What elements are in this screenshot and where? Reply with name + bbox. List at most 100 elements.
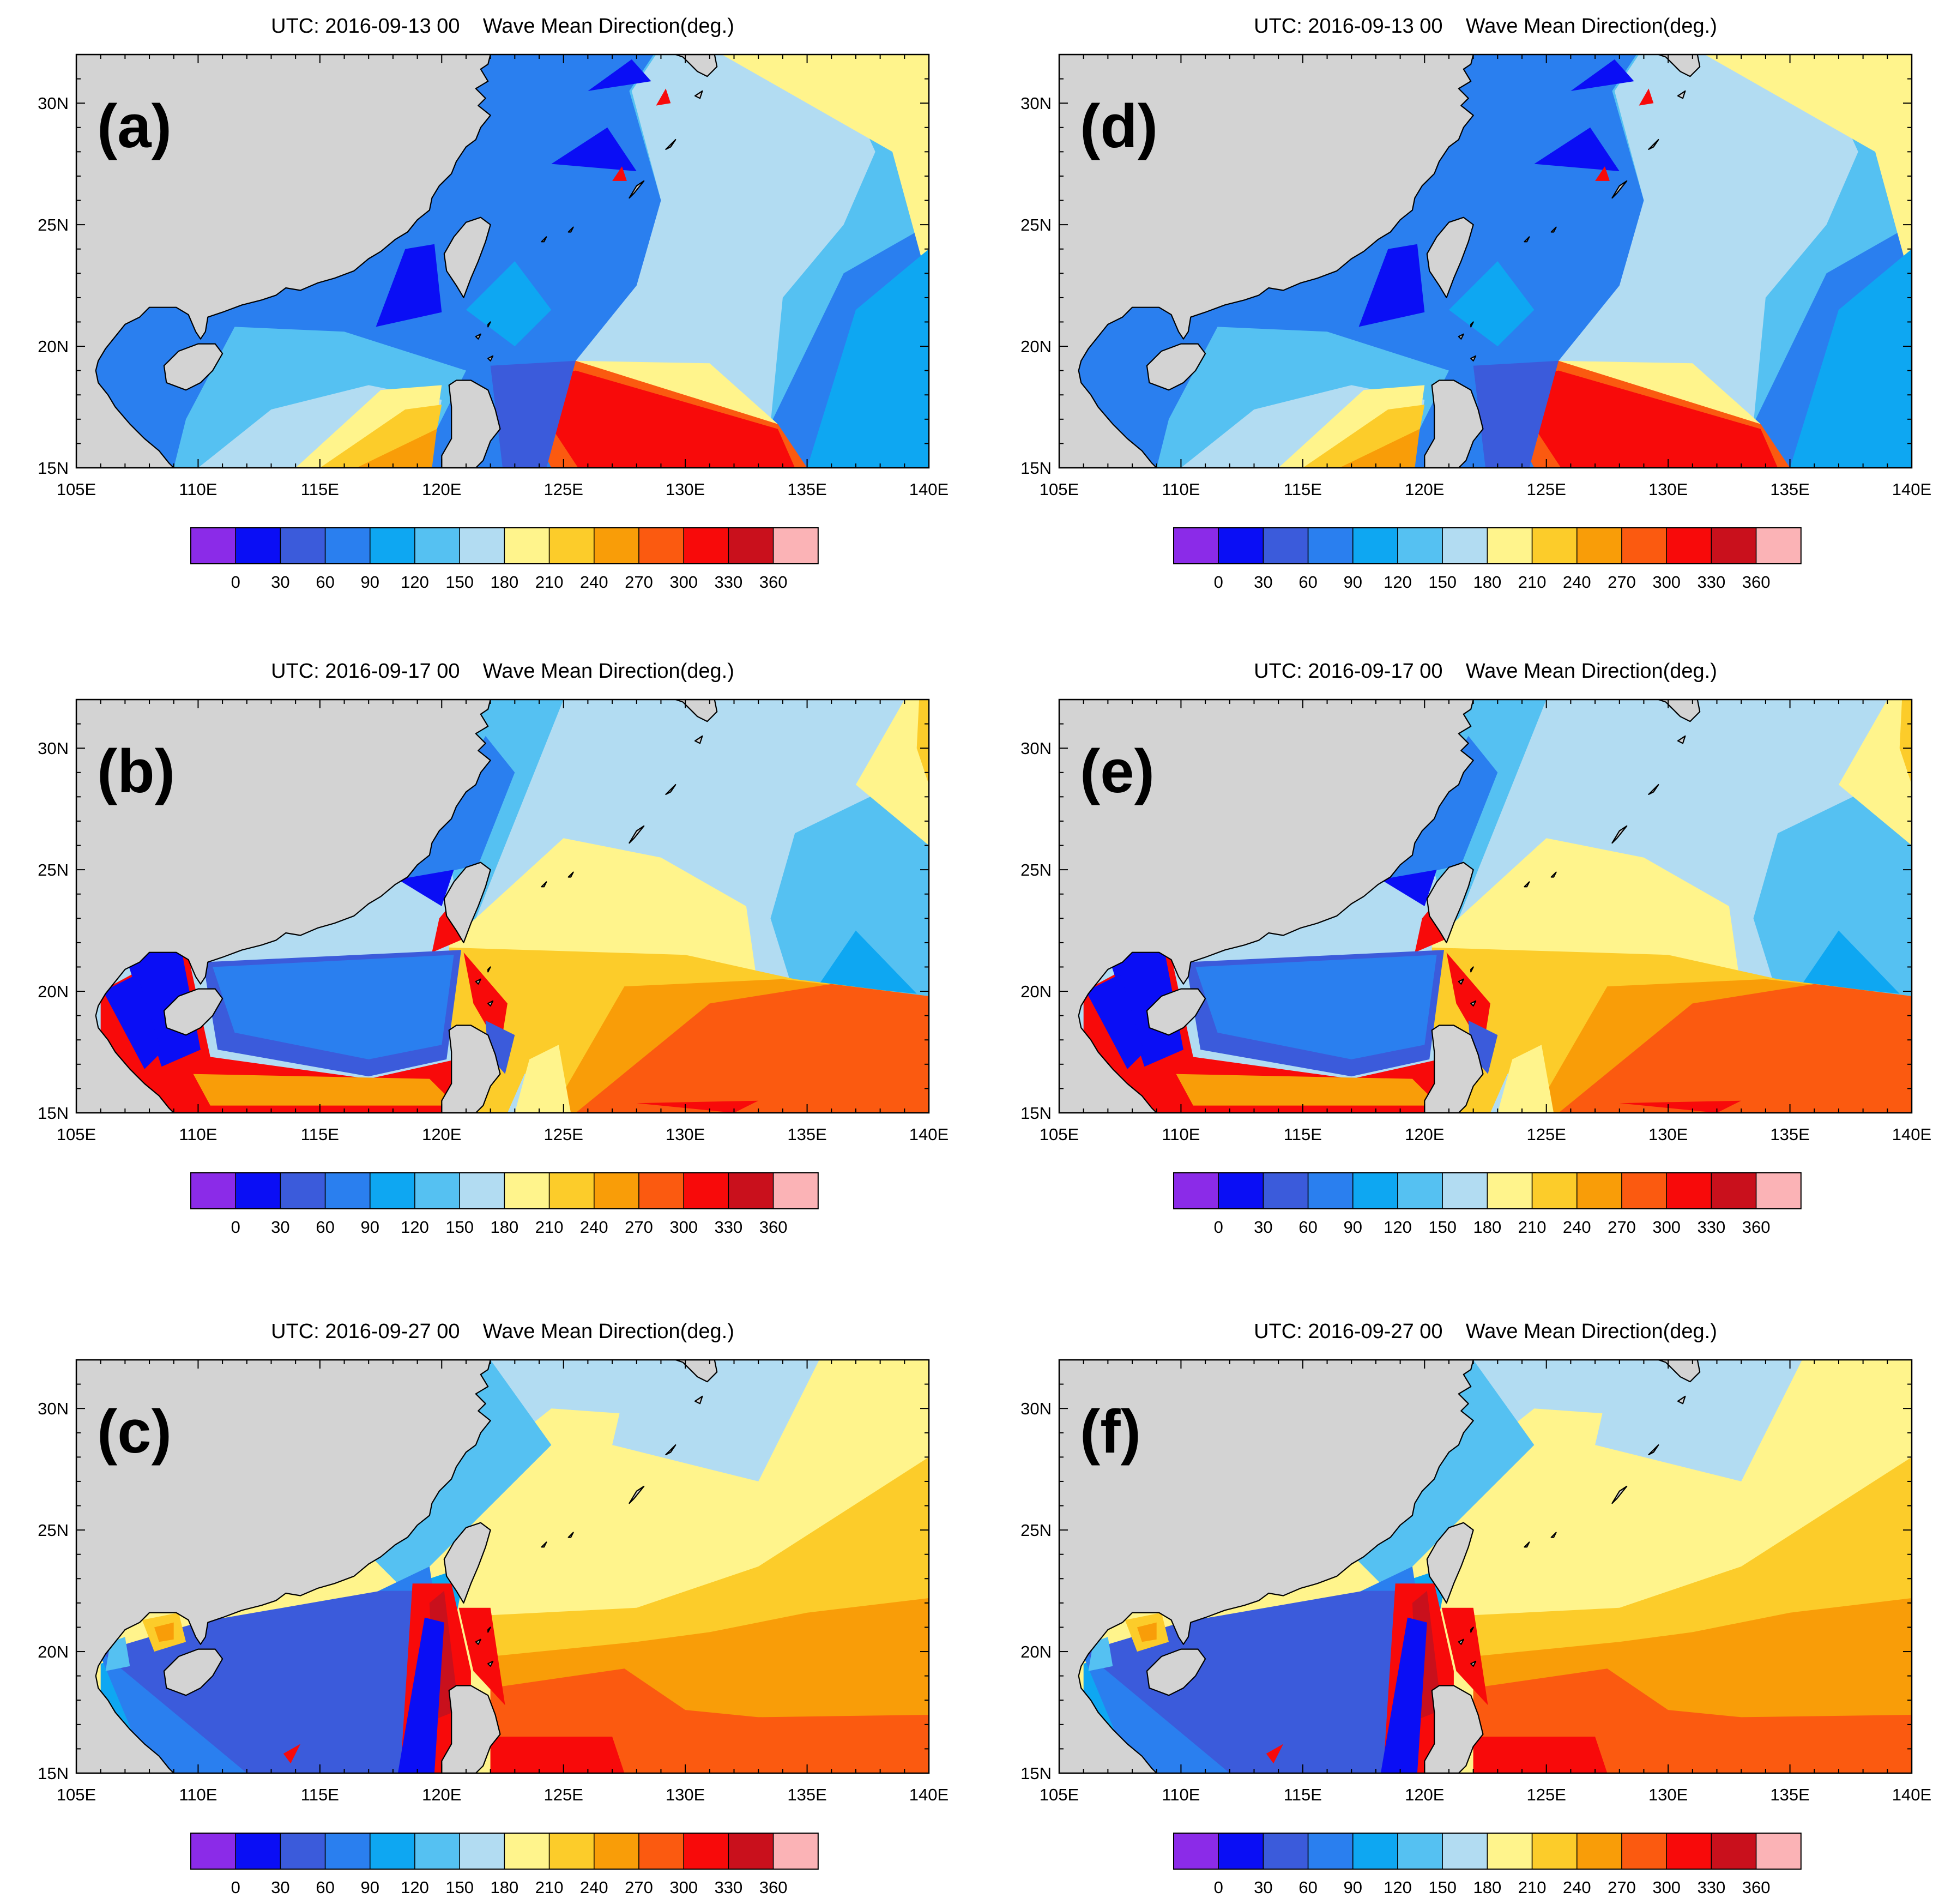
panel-label: (f) (1080, 1397, 1141, 1466)
colorbar-swatch (1442, 1833, 1488, 1870)
small-island (1677, 735, 1686, 744)
axes: 105E 110E 115E 120E 125E 130E 135E 140E 15N 20N 25… (38, 699, 949, 1144)
colorbar-label: 270 (1608, 573, 1636, 592)
colorbar-swatch (728, 527, 774, 564)
land (76, 55, 718, 468)
small-island (665, 1444, 676, 1455)
region-16 (522, 370, 795, 468)
colorbar-label: 180 (491, 1218, 519, 1237)
colorbar-swatch (1755, 527, 1802, 564)
region-24 (1108, 947, 1183, 1067)
colorbar-swatch (190, 1833, 236, 1870)
y-tick-label: 15N (1020, 1104, 1052, 1123)
y-tick-label: 30N (1020, 1399, 1052, 1418)
panel-title: UTC: 2016-09-27 00 Wave Mean Direction(d… (1254, 1320, 1717, 1343)
region-17 (1473, 360, 1559, 468)
colorbar-label: 150 (445, 1878, 474, 1897)
colorbar-label: 360 (1742, 573, 1771, 592)
colorbar-swatch (1307, 1172, 1354, 1209)
region-25 (103, 974, 162, 1069)
colorbar-swatch (1173, 1172, 1219, 1209)
colorbar-swatch (772, 1833, 819, 1870)
y-tick-label: 15N (38, 1764, 69, 1783)
x-tick-label: 105E (1040, 1125, 1079, 1144)
luzon-island (441, 1685, 501, 1773)
panel-b: 105E 110E 115E 120E 125E 130E 135E 140E 15N 20N 25… (38, 660, 949, 1237)
colorbar-swatch (1621, 527, 1667, 564)
small-island (1550, 871, 1557, 878)
colorbar-swatch (1487, 527, 1533, 564)
small-island (1611, 180, 1628, 199)
region-11 (722, 55, 929, 286)
region-15 (1446, 952, 1490, 1050)
colorbar-label: 150 (1428, 1218, 1457, 1237)
x-tick-label: 120E (1405, 1785, 1444, 1804)
small-island (1611, 1485, 1628, 1504)
colorbar-label: 300 (669, 1878, 698, 1897)
x-tick-label: 105E (1040, 480, 1079, 499)
x-tick-label: 120E (422, 480, 461, 499)
x-tick-label: 140E (1892, 1125, 1931, 1144)
colorbar-swatch (190, 527, 236, 564)
small-island (475, 1638, 481, 1645)
colorbar-swatch (594, 1172, 639, 1209)
colorbar-swatch (1666, 1172, 1712, 1209)
panel-e: 105E 110E 115E 120E 125E 130E 135E 140E 15N 20N 25… (1020, 660, 1931, 1237)
panel-title: UTC: 2016-09-17 00 Wave Mean Direction(d… (271, 660, 734, 683)
colorbar-label: 300 (669, 573, 698, 592)
colorbar-label: 150 (1428, 1878, 1457, 1897)
region-18 (551, 127, 637, 171)
colorbar-swatch (772, 1172, 819, 1209)
colorbar-swatch (1307, 1833, 1354, 1870)
y-tick-label: 30N (38, 739, 69, 758)
colorbar-swatch (683, 527, 729, 564)
colorbar-label: 120 (401, 573, 429, 592)
region-20 (612, 166, 627, 181)
colorbar-swatch (1397, 1172, 1443, 1209)
hainan-island (163, 1648, 224, 1696)
y-tick-label: 20N (1020, 337, 1052, 356)
colorbar-swatch (235, 527, 281, 564)
colorbar-label: 150 (445, 573, 474, 592)
x-tick-label: 125E (544, 1125, 583, 1144)
colorbar: 0 30 60 90 120 150 180 210 240 270 300 330 360 (190, 527, 819, 592)
y-tick-label: 25N (1020, 860, 1052, 879)
colorbar-swatch (1621, 1833, 1667, 1870)
region-11 (1705, 55, 1912, 286)
panel-label: (a) (97, 92, 172, 160)
x-tick-label: 130E (1648, 480, 1688, 499)
region-7 (1838, 700, 1912, 846)
small-island (694, 1395, 703, 1405)
x-tick-label: 115E (301, 480, 339, 499)
taiwan-island (443, 861, 491, 944)
y-tick-label: 20N (38, 337, 69, 356)
x-tick-label: 125E (544, 480, 583, 499)
x-tick-label: 130E (666, 480, 705, 499)
colorbar-swatch (414, 1833, 460, 1870)
x-tick-label: 140E (909, 1785, 949, 1804)
colorbar-label: 90 (361, 573, 379, 592)
colorbar-label: 360 (759, 1218, 788, 1237)
region-17 (490, 360, 576, 468)
colorbar-swatch (280, 1172, 326, 1209)
axes: 105E 110E 115E 120E 125E 130E 135E 140E 15N 20N 25… (38, 54, 949, 499)
x-tick-label: 130E (1648, 1785, 1688, 1804)
y-tick-label: 20N (1020, 982, 1052, 1001)
region-16 (1468, 1020, 1498, 1074)
region-4 (397, 870, 454, 906)
y-tick-label: 20N (38, 982, 69, 1001)
colorbar-label: 270 (1608, 1218, 1636, 1237)
colorbar-swatch (1576, 1172, 1622, 1209)
colorbar-label: 210 (535, 1218, 564, 1237)
colorbar-swatch (370, 527, 415, 564)
colorbar-label: 90 (361, 1878, 379, 1897)
colorbar-label: 270 (625, 573, 653, 592)
colorbar: 0 30 60 90 120 150 180 210 240 270 300 330 360 (1173, 1833, 1802, 1897)
panel-title: UTC: 2016-09-13 00 Wave Mean Direction(d… (1254, 15, 1717, 38)
x-tick-label: 125E (1527, 1125, 1566, 1144)
kyushu-island (1658, 55, 1701, 77)
region-12 (1790, 249, 1912, 468)
y-tick-label: 25N (38, 1521, 69, 1540)
kyushu-island (1658, 700, 1701, 722)
